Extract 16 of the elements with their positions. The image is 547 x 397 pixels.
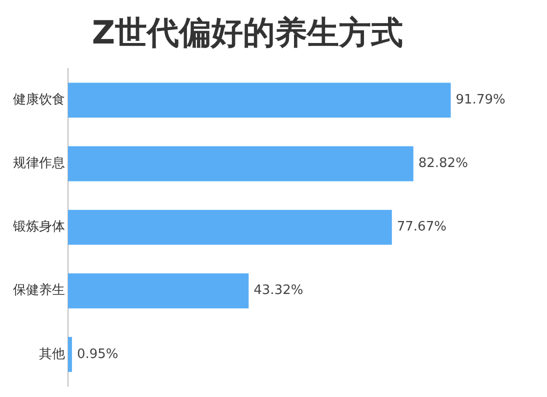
y-tick-label: 锻炼身体 xyxy=(12,220,65,235)
chart-title: Z世代偏好的养生方式 xyxy=(92,14,404,52)
bar xyxy=(68,273,249,308)
data-label: 0.95% xyxy=(76,346,118,362)
bar xyxy=(68,336,72,372)
data-label: 43.32% xyxy=(254,283,304,298)
bar xyxy=(68,82,451,118)
data-label: 82.82% xyxy=(418,156,468,172)
bar xyxy=(68,210,392,245)
y-tick-label: 健康饮食 xyxy=(13,92,65,108)
data-label: 91.79% xyxy=(456,92,506,108)
y-tick-label: 保健养生 xyxy=(13,282,65,298)
y-tick-label: 其他 xyxy=(39,346,65,362)
data-label: 77.67% xyxy=(396,220,446,235)
bar xyxy=(68,146,414,182)
y-tick-label: 规律作息 xyxy=(13,156,65,172)
